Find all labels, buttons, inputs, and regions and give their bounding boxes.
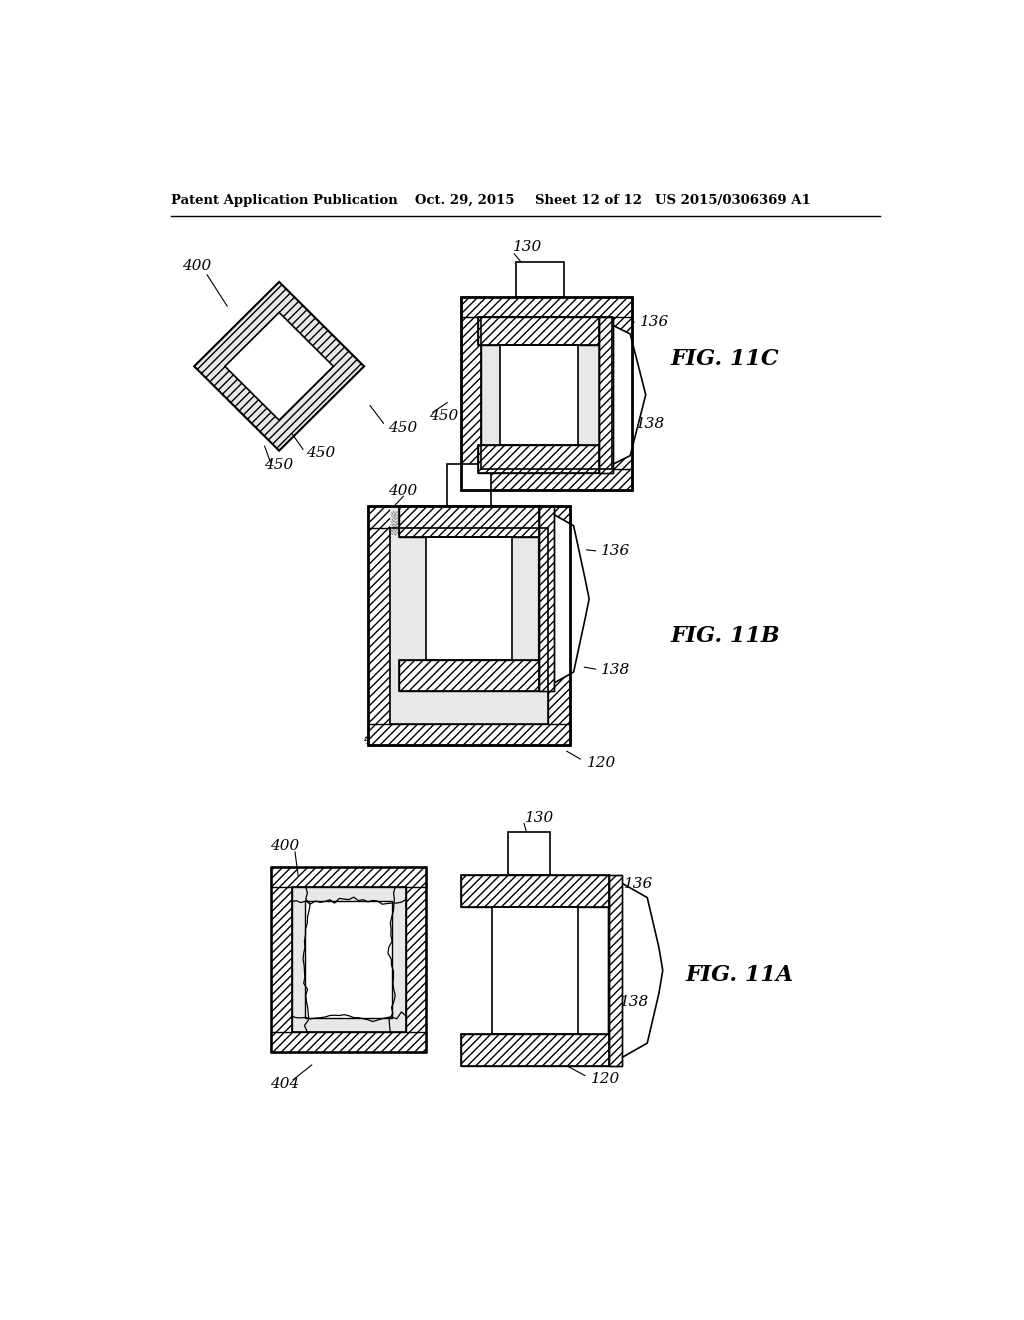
Bar [271, 867, 426, 887]
Text: 400: 400 [182, 259, 212, 273]
Text: FIG. 11A: FIG. 11A [686, 964, 795, 986]
Bar [369, 507, 569, 528]
Polygon shape [608, 874, 663, 1067]
Bar [399, 660, 539, 692]
Bar [305, 900, 392, 1018]
Bar [461, 1034, 608, 1067]
Text: Patent Application Publication: Patent Application Publication [171, 194, 397, 207]
Text: 120: 120 [598, 474, 627, 487]
Text: 450: 450 [388, 421, 417, 434]
Bar [599, 317, 613, 473]
Text: 450: 450 [306, 446, 336, 461]
Text: 130: 130 [513, 240, 543, 253]
Text: 120: 120 [591, 1072, 620, 1085]
Bar [500, 345, 578, 445]
Bar [390, 528, 548, 562]
Bar [271, 1032, 426, 1052]
Text: 138: 138 [636, 417, 665, 432]
Bar [461, 297, 632, 317]
Bar [461, 1034, 608, 1067]
Bar [478, 317, 599, 345]
Bar [461, 297, 481, 490]
Text: 404: 404 [270, 1077, 299, 1090]
Polygon shape [195, 282, 365, 450]
Text: 450: 450 [362, 733, 392, 747]
Bar [478, 445, 599, 473]
Polygon shape [225, 313, 334, 420]
Bar [608, 874, 623, 1067]
Bar [515, 263, 563, 297]
Bar [399, 507, 539, 537]
Polygon shape [599, 317, 646, 473]
Bar [390, 507, 399, 702]
Bar [611, 297, 632, 490]
Bar [539, 507, 554, 692]
Bar [548, 507, 569, 744]
Bar [461, 470, 632, 490]
Text: 450: 450 [360, 956, 390, 970]
Text: 130: 130 [524, 810, 554, 825]
Text: 136: 136 [640, 315, 669, 330]
Text: Sheet 12 of 12: Sheet 12 of 12 [535, 194, 642, 207]
Bar [493, 907, 578, 1034]
Bar [407, 867, 426, 1052]
Bar [399, 660, 539, 692]
Bar [599, 317, 613, 473]
Text: 450: 450 [263, 458, 293, 471]
Text: FIG. 11B: FIG. 11B [671, 624, 780, 647]
Text: FIG. 11C: FIG. 11C [671, 347, 779, 370]
Bar [481, 317, 611, 470]
Bar [608, 874, 623, 1067]
Text: US 2015/0306369 A1: US 2015/0306369 A1 [655, 194, 811, 207]
Bar [369, 723, 569, 744]
Bar [461, 297, 632, 490]
Text: 138: 138 [601, 663, 630, 677]
Bar [481, 317, 611, 470]
Text: 450: 450 [429, 409, 458, 424]
Bar [426, 537, 512, 660]
Bar [426, 537, 512, 660]
Bar [399, 507, 539, 537]
Bar [390, 528, 548, 723]
Text: 136: 136 [601, 544, 630, 558]
Bar [461, 874, 608, 907]
Bar [390, 528, 548, 723]
Bar [461, 874, 608, 907]
Bar [369, 507, 390, 744]
Text: 400: 400 [388, 484, 417, 498]
Text: 120: 120 [587, 756, 616, 770]
Polygon shape [539, 507, 589, 692]
Bar [271, 867, 426, 1052]
Bar [478, 317, 599, 345]
Bar [539, 507, 548, 702]
Bar [539, 507, 554, 692]
Text: 136: 136 [624, 876, 653, 891]
Text: 138: 138 [621, 994, 649, 1008]
Bar [390, 656, 548, 723]
Bar [292, 887, 407, 1032]
Bar [508, 832, 550, 874]
Bar [271, 867, 292, 1052]
Text: 130: 130 [488, 465, 517, 478]
Bar [369, 507, 569, 744]
Text: Oct. 29, 2015: Oct. 29, 2015 [415, 194, 514, 207]
Text: 400: 400 [270, 840, 299, 853]
Bar [478, 445, 599, 473]
Bar [292, 887, 407, 1032]
Bar [447, 465, 490, 507]
